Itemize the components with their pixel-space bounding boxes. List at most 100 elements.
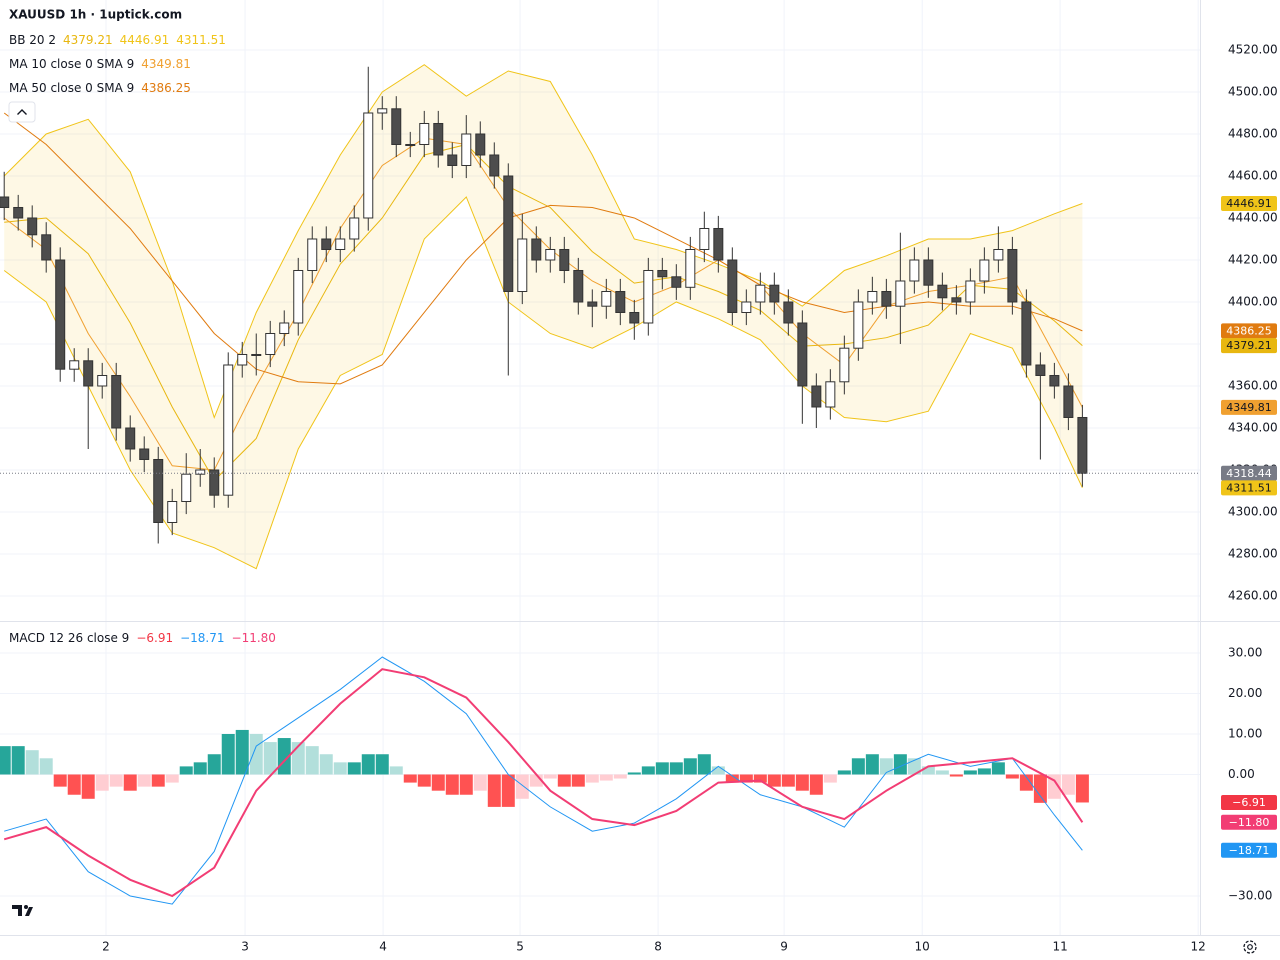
histogram-bar	[1047, 774, 1061, 799]
y-tick-label: 4280.00	[1228, 546, 1278, 560]
histogram-bar	[249, 733, 263, 775]
legend-value: 4446.91	[120, 33, 170, 47]
candle-body	[601, 290, 612, 307]
price-tag-box	[1221, 814, 1277, 830]
price-tag: −11.80	[1229, 816, 1270, 829]
histogram-bar	[53, 774, 67, 787]
price-tag: −6.91	[1232, 796, 1266, 809]
candle-body	[195, 469, 206, 475]
x-tick-label: 8	[654, 940, 662, 954]
settings-gear[interactable]	[1243, 940, 1257, 954]
histogram-bar	[459, 774, 473, 795]
histogram-bar	[417, 774, 431, 787]
candle-body	[923, 259, 934, 286]
candle-body	[741, 301, 752, 313]
candle-body	[265, 332, 276, 355]
histogram-bar	[1075, 774, 1089, 803]
histogram-bar	[389, 766, 403, 775]
legend-value: 4379.21	[63, 33, 113, 47]
price-tag-box	[1221, 842, 1277, 858]
candle-body	[447, 154, 458, 166]
grid	[0, 0, 1200, 935]
candle-body	[55, 259, 66, 370]
y-tick-label: 4480.00	[1228, 126, 1278, 140]
histogram-bar	[473, 774, 487, 791]
price-tag: 4349.81	[1226, 401, 1272, 414]
x-tick-label: 11	[1052, 940, 1067, 954]
indicator-line	[4, 143, 1083, 482]
legend-entry: BB 20 2 4379.21 4446.91 4311.51	[9, 33, 226, 47]
candle-body	[531, 238, 542, 261]
collapse-button[interactable]	[8, 101, 36, 123]
x-tick-label: 3	[241, 940, 249, 954]
macd-line	[3, 668, 1084, 898]
histogram-bar	[683, 758, 697, 775]
histogram-bar	[137, 774, 151, 787]
y-tick-label: 4340.00	[1228, 420, 1278, 434]
candle-body	[1007, 248, 1018, 303]
histogram-bar	[361, 754, 375, 775]
candle-body	[279, 322, 290, 334]
settings-button[interactable]	[1243, 940, 1257, 954]
logo	[12, 905, 33, 916]
y-tick-label: 4360.00	[1228, 378, 1278, 392]
histogram-bar	[907, 758, 921, 775]
candle-body	[223, 364, 234, 496]
logo-mark	[12, 905, 22, 916]
histogram-bar	[221, 733, 235, 775]
y-tick-label: −30.00	[1228, 888, 1272, 902]
y-tick-label: 30.00	[1228, 645, 1262, 659]
x-tick-label: 4	[379, 940, 387, 954]
candle-body	[587, 301, 598, 307]
histogram-bar	[515, 774, 529, 799]
histogram-bar	[641, 766, 655, 775]
candle-body	[335, 238, 346, 250]
candle-body	[517, 238, 528, 292]
candle-body	[1077, 416, 1088, 474]
price-tag-box	[1221, 465, 1277, 481]
settings-gear-hub[interactable]	[1247, 944, 1253, 950]
candle-body	[853, 301, 864, 349]
histogram-bar	[669, 762, 683, 775]
indicator-line	[3, 112, 1083, 385]
legend-entry: MA 50 close 0 SMA 9 4386.25	[9, 81, 191, 95]
candle-body	[139, 448, 150, 460]
histogram-bar	[193, 762, 207, 775]
histogram-bar	[823, 774, 837, 783]
indicator-line	[3, 196, 1083, 570]
histogram-bar	[1061, 774, 1075, 795]
candle-body	[461, 133, 472, 166]
candle-body	[769, 284, 780, 303]
histogram-bar	[627, 772, 641, 775]
candle-body	[237, 353, 248, 366]
histogram-bar	[109, 774, 123, 787]
candle-body	[685, 248, 696, 288]
histogram-bar	[347, 762, 361, 775]
candle-body	[671, 276, 682, 288]
candle-body	[293, 269, 304, 324]
candle-body	[657, 269, 668, 278]
candle-body	[1063, 385, 1074, 418]
histogram-bar	[781, 774, 795, 787]
histogram-bar	[543, 774, 557, 779]
histogram-bar	[487, 774, 501, 807]
histogram-bar	[599, 774, 613, 781]
histogram-bar	[123, 774, 137, 791]
x-tick-label: 5	[516, 940, 524, 954]
collapse-button-box[interactable]	[8, 101, 36, 123]
price-tag-box	[1221, 480, 1277, 496]
histogram-bar	[207, 754, 221, 775]
candle-body	[419, 122, 430, 145]
collapse-icon[interactable]	[17, 109, 27, 115]
histogram-bar	[893, 754, 907, 775]
logo-dot	[24, 905, 28, 909]
candle-body	[391, 108, 402, 145]
price-tag-box	[1221, 794, 1277, 810]
candle-body	[839, 347, 850, 383]
histogram-bar	[571, 774, 585, 787]
axes: 2345891011124260.004280.004300.004320.00…	[102, 42, 1277, 953]
legend-name: MA 10 close 0 SMA 9	[9, 57, 134, 71]
candle-body	[321, 238, 332, 250]
y-tick-label: 0.00	[1228, 767, 1255, 781]
